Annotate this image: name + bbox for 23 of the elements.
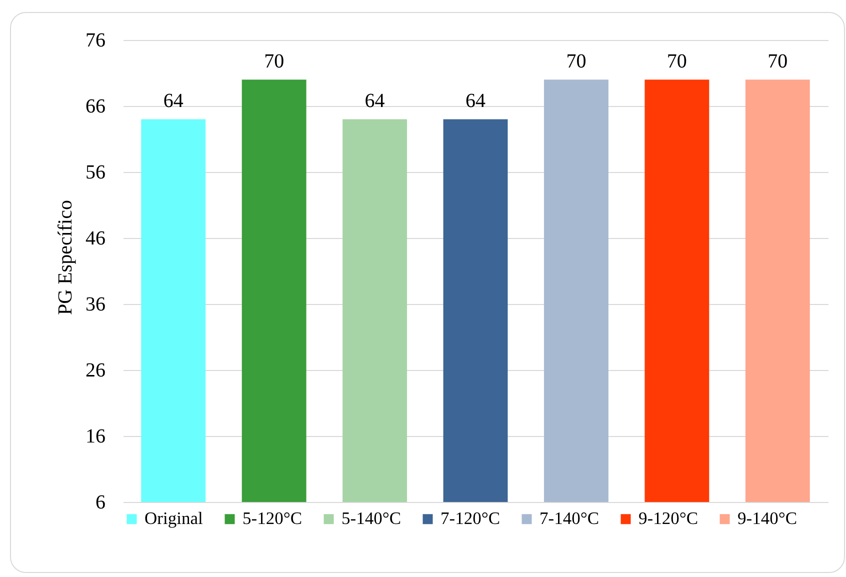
- legend-label: Original: [144, 508, 203, 528]
- legend-label: 5-120°C: [242, 508, 302, 528]
- data-label: 64: [466, 90, 486, 112]
- y-tick-label: 76: [86, 30, 106, 52]
- data-label: 70: [768, 50, 788, 73]
- data-label: 70: [264, 50, 284, 73]
- data-label: 64: [364, 90, 385, 112]
- y-tick-label: 36: [86, 294, 106, 316]
- data-label: 64: [163, 90, 184, 112]
- y-tick-label: 46: [86, 228, 106, 250]
- y-tick-label: 66: [86, 96, 106, 118]
- legend-label: 7-140°C: [540, 508, 599, 528]
- legend-label: 9-140°C: [738, 508, 797, 528]
- y-tick-label: 6: [96, 492, 106, 514]
- legend-label: 7-120°C: [440, 508, 500, 528]
- y-tick-label: 16: [86, 426, 106, 448]
- y-tick-label: 56: [86, 162, 106, 184]
- data-label: 70: [566, 50, 586, 73]
- y-tick-label: 26: [86, 360, 106, 382]
- data-label: 70: [666, 50, 687, 73]
- legend-label: 9-120°C: [638, 508, 698, 528]
- legend-label: 5-140°C: [342, 508, 401, 528]
- y-axis-title: PG Específico: [54, 200, 76, 315]
